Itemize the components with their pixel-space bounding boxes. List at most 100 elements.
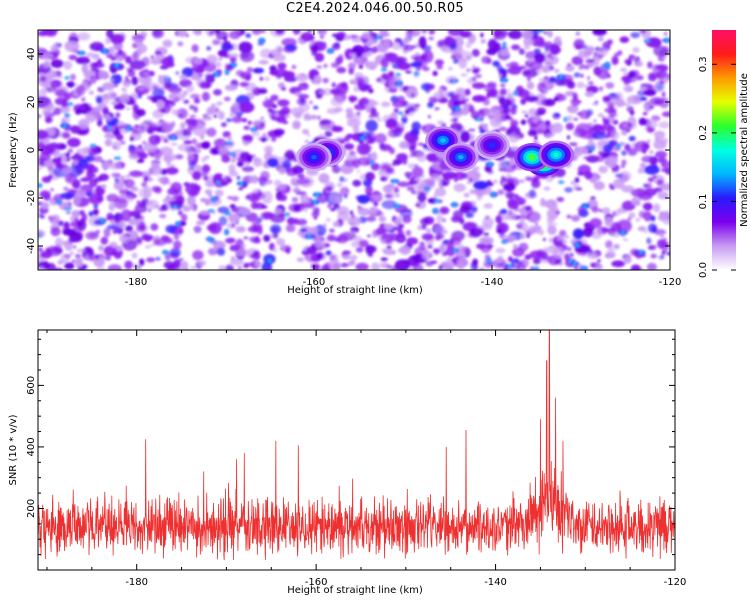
- heatmap-cell: [364, 171, 376, 182]
- heatmap-cell: [428, 36, 434, 41]
- heatmap-cell: [385, 194, 393, 198]
- heatmap-cell: [352, 124, 360, 134]
- heatmap-cell: [255, 235, 259, 241]
- heatmap-cell: [167, 180, 171, 185]
- heatmap-cell: [607, 39, 613, 45]
- heatmap-cell: [638, 210, 646, 219]
- heatmap-cell: [545, 133, 553, 138]
- heatmap-cell: [270, 94, 279, 102]
- heatmap-cell: [285, 149, 295, 160]
- heatmap-cell: [368, 88, 374, 94]
- heatmap-cell: [428, 30, 436, 35]
- heatmap-cell: [376, 77, 382, 83]
- heatmap-cell: [497, 189, 505, 195]
- heatmap-cell: [225, 118, 233, 123]
- heatmap-cell: [83, 254, 90, 259]
- heatmap-cell: [614, 91, 624, 102]
- heatmap-cell: [430, 260, 438, 264]
- heatmap-cell: [212, 39, 221, 46]
- heatmap-cell: [427, 115, 431, 119]
- heatmap-cell: [454, 178, 458, 183]
- heatmap-cell: [630, 188, 647, 197]
- spectrogram-x-axis: -180 -160 -140 -120: [125, 30, 681, 288]
- heatmap-cell: [539, 111, 545, 115]
- heatmap-cell: [232, 63, 236, 66]
- heatmap-cell: [653, 45, 669, 57]
- heatmap-cell: [413, 263, 424, 270]
- heatmap-cell: [441, 177, 450, 187]
- heatmap-cell: [486, 58, 492, 64]
- heatmap-cell: [137, 94, 142, 99]
- heatmap-cell: [347, 216, 361, 227]
- heatmap-cell: [110, 78, 114, 82]
- heatmap-cell: [528, 108, 537, 117]
- colorbar-tick-label: 0.2: [698, 125, 709, 141]
- heatmap-cell: [129, 59, 146, 70]
- heatmap-cell: [231, 223, 235, 228]
- heatmap-cell: [247, 120, 252, 125]
- heatmap-cell: [402, 43, 409, 51]
- heatmap-cell: [575, 43, 583, 50]
- heatmap-cell: [40, 250, 52, 259]
- heatmap-cell: [144, 235, 152, 242]
- hotspot-contour: [311, 155, 317, 160]
- heatmap-cell: [437, 120, 444, 126]
- heatmap-cell: [143, 186, 152, 199]
- heatmap-cell: [193, 225, 202, 234]
- heatmap-cell: [275, 45, 284, 54]
- heatmap-cell: [574, 177, 580, 184]
- heatmap-cell: [443, 239, 449, 243]
- heatmap-cell: [177, 143, 190, 152]
- heatmap-cell: [38, 114, 42, 118]
- colorbar-tick-label: 0.1: [698, 193, 709, 209]
- snr-line: [38, 330, 675, 561]
- heatmap-cell: [89, 75, 97, 84]
- heatmap-cell: [365, 160, 371, 165]
- heatmap-cell: [421, 30, 428, 34]
- heatmap-cell: [125, 76, 129, 80]
- heatmap-cell: [39, 144, 54, 155]
- heatmap-cell: [630, 31, 640, 39]
- heatmap-cell: [259, 76, 264, 81]
- heatmap-cell: [645, 183, 652, 188]
- heatmap-cell: [96, 195, 104, 202]
- heatmap-cell: [643, 230, 648, 233]
- heatmap-cell: [73, 193, 81, 206]
- heatmap-cell: [435, 200, 439, 202]
- heatmap-cell: [55, 162, 64, 169]
- heatmap-cell: [402, 215, 412, 224]
- heatmap-cell: [286, 217, 296, 225]
- heatmap-cell: [427, 101, 434, 108]
- y-tick-label: 40: [26, 48, 37, 61]
- heatmap-cell: [664, 32, 668, 36]
- heatmap-cell: [655, 150, 668, 159]
- heatmap-cell: [38, 161, 43, 166]
- heatmap-cell: [97, 58, 103, 66]
- heatmap-cell: [63, 187, 69, 191]
- heatmap-cell: [179, 74, 188, 80]
- heatmap-cell: [76, 248, 86, 253]
- heatmap-cell: [200, 197, 208, 203]
- heatmap-cell: [329, 253, 339, 263]
- heatmap-cell: [67, 137, 81, 148]
- heatmap-cell: [459, 205, 472, 214]
- heatmap-cell: [502, 43, 506, 46]
- heatmap-cell: [220, 122, 227, 128]
- colorbar: 0.0 0.1 0.2 0.3 Normalized spectral amplitu…: [698, 30, 750, 278]
- heatmap-cell: [350, 229, 357, 234]
- heatmap-cell: [230, 256, 236, 260]
- heatmap-cell: [399, 245, 411, 255]
- snr-panel: -180 -160 -140 -120 200 400 600 Height of str…: [8, 329, 686, 596]
- heatmap-cell: [44, 60, 50, 67]
- heatmap-cell: [169, 92, 178, 99]
- heatmap-cell: [180, 213, 188, 222]
- heatmap-cell: [379, 262, 389, 269]
- heatmap-cell: [480, 32, 484, 38]
- heatmap-cell: [395, 224, 403, 232]
- heatmap-cell: [587, 76, 590, 80]
- heatmap-cell: [95, 176, 103, 182]
- heatmap-cell: [643, 188, 657, 197]
- heatmap-cell: [325, 185, 333, 192]
- x-tick-label: -160: [303, 277, 326, 288]
- heatmap-cell: [331, 82, 336, 88]
